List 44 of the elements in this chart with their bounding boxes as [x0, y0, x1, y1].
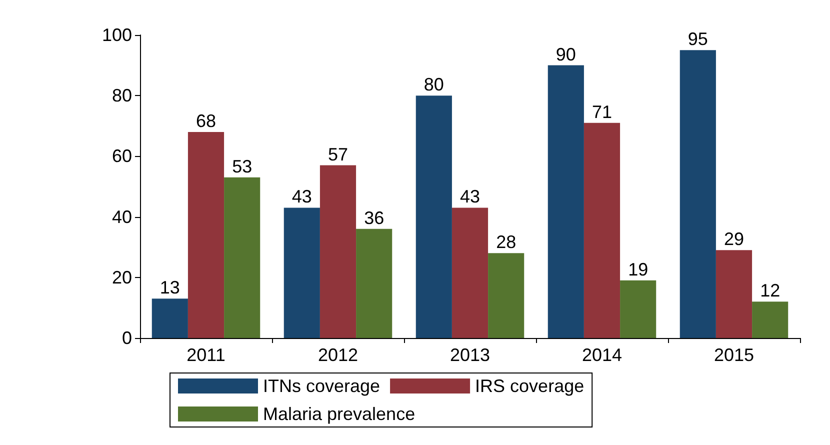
data-label: 68 — [196, 110, 216, 131]
data-label: 57 — [328, 144, 348, 164]
x-tick-label: 2014 — [582, 345, 622, 365]
bar — [716, 250, 752, 338]
bar — [488, 253, 524, 338]
data-label: 43 — [460, 186, 480, 207]
bar — [452, 208, 488, 338]
data-label: 29 — [724, 229, 744, 250]
data-label: 90 — [556, 44, 576, 64]
legend-label: ITNs coverage — [263, 376, 380, 396]
bar — [548, 65, 584, 338]
legend-label: Malaria prevalence — [263, 404, 416, 424]
y-tick-label: 60 — [112, 146, 132, 166]
data-label: 53 — [232, 156, 252, 176]
y-tick-label: 100 — [102, 25, 132, 45]
bar — [152, 298, 188, 338]
y-tick-label: 40 — [112, 206, 132, 227]
y-tick-label: 80 — [112, 86, 132, 106]
bar — [320, 165, 356, 338]
data-label: 13 — [160, 278, 180, 298]
bar — [680, 50, 716, 338]
bar — [752, 302, 788, 338]
x-tick-label: 2011 — [186, 345, 226, 365]
data-label: 28 — [496, 232, 516, 252]
x-tick-label: 2015 — [714, 345, 754, 365]
data-label: 95 — [688, 29, 708, 50]
bar — [584, 122, 620, 338]
y-tick-label: 0 — [122, 328, 132, 348]
bar — [416, 96, 452, 338]
bar — [188, 132, 224, 338]
data-label: 80 — [424, 74, 444, 95]
bar — [224, 177, 260, 338]
bar — [620, 280, 656, 338]
data-label: 19 — [628, 259, 648, 280]
x-tick-label: 2013 — [450, 345, 490, 365]
legend-label: IRS coverage — [475, 376, 584, 396]
data-label: 71 — [592, 102, 612, 122]
data-label: 43 — [292, 186, 312, 207]
y-tick-label: 20 — [112, 267, 132, 288]
bar — [284, 208, 320, 338]
bar — [356, 228, 392, 338]
x-tick-label: 2012 — [318, 345, 358, 365]
data-label: 36 — [364, 208, 384, 228]
data-label: 12 — [760, 280, 780, 301]
